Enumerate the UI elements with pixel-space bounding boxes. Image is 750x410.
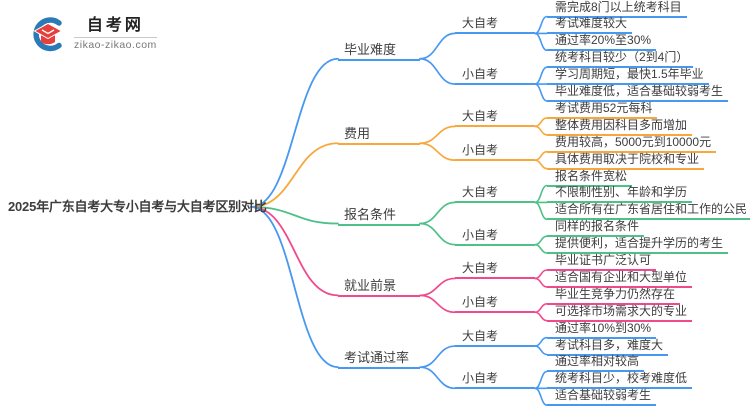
edge xyxy=(534,370,548,390)
edge xyxy=(250,206,339,297)
branch-node: 报名条件 xyxy=(338,207,420,226)
sub-node: 大自考 xyxy=(455,185,535,204)
edge xyxy=(534,277,548,288)
leaf-node: 整体费用因科目多而增加 xyxy=(547,118,693,136)
leaf-node: 提供便利，适合提升学历的考生 xyxy=(547,236,729,255)
edge xyxy=(534,32,548,52)
leaf-node: 学习周期短，最快1.5年毕业 xyxy=(547,67,709,86)
sub-node: 小自考 xyxy=(455,67,535,86)
leaf-node: 考试难度较大 xyxy=(547,16,633,35)
leaf-node: 毕业生竞争力仍然存在 xyxy=(547,287,681,305)
leaf-node: 考试科目多，难度大 xyxy=(547,338,669,356)
edge xyxy=(534,150,548,161)
edge xyxy=(419,277,456,297)
edge xyxy=(250,57,339,208)
leaf-node: 通过率10%到30% xyxy=(547,321,657,339)
edge xyxy=(419,57,456,85)
edge xyxy=(534,243,548,254)
edge xyxy=(250,206,339,225)
leaf-node: 通过率相对较高 xyxy=(547,354,645,373)
sub-node: 小自考 xyxy=(455,295,535,314)
edge xyxy=(534,117,548,128)
sub-node: 大自考 xyxy=(455,329,535,348)
edge xyxy=(534,345,548,356)
edge xyxy=(534,66,548,85)
leaf-node: 毕业证书广泛认可 xyxy=(547,253,657,271)
leaf-node: 可选择市场需求大的专业 xyxy=(547,304,693,322)
leaf-node: 考试费用52元每科 xyxy=(547,101,658,119)
edge xyxy=(419,294,456,314)
leaf-node: 具体费用取决于院校和专业 xyxy=(547,152,705,170)
logo-text: 自考网 zikao-zikao.com xyxy=(74,17,157,51)
site-logo: 自考网 zikao-zikao.com xyxy=(30,16,157,52)
leaf-node: 报名条件宽松 xyxy=(547,169,633,187)
edge xyxy=(534,387,548,406)
graduation-cap-icon xyxy=(33,17,63,52)
edge xyxy=(419,222,456,246)
cap-fold xyxy=(41,29,55,35)
sub-node: 小自考 xyxy=(455,143,535,162)
edge xyxy=(534,235,548,246)
edge xyxy=(419,125,456,145)
edge xyxy=(534,159,548,170)
edge xyxy=(534,184,548,204)
leaf-node: 统考科目少，校考难度低 xyxy=(547,371,693,390)
edge xyxy=(419,142,456,161)
leaf-node: 统考科目较少（2到4门） xyxy=(547,50,694,69)
sub-node: 大自考 xyxy=(455,109,535,128)
edge xyxy=(419,366,456,390)
branch-node: 就业前景 xyxy=(338,278,420,298)
branch-node: 费用 xyxy=(338,126,420,146)
edge xyxy=(534,15,548,35)
edge xyxy=(419,32,456,60)
logo-swoosh xyxy=(33,17,62,52)
leaf-node: 费用较高，5000元到10000元 xyxy=(547,135,717,153)
edge xyxy=(419,201,456,225)
cap-board xyxy=(33,22,63,40)
sub-node: 小自考 xyxy=(455,371,535,390)
leaf-node: 适合国有企业和大型单位 xyxy=(547,270,693,288)
leaf-node: 同样的报名条件 xyxy=(547,219,645,238)
edge xyxy=(419,345,456,369)
leaf-node: 需完成8门以上统考科目 xyxy=(547,0,687,18)
logo-title: 自考网 xyxy=(86,17,144,34)
edge xyxy=(534,303,548,314)
edge xyxy=(250,142,339,208)
leaf-node: 适合所有在广东省居住和工作的公民 xyxy=(547,202,750,221)
edge xyxy=(534,269,548,280)
branch-node: 毕业难度 xyxy=(338,42,420,61)
branch-node: 考试通过率 xyxy=(338,350,420,370)
logo-domain: zikao-zikao.com xyxy=(74,39,157,51)
leaf-node: 适合基础较弱考生 xyxy=(547,388,657,407)
leaf-node: 不限制性别、年龄和学历 xyxy=(547,185,693,204)
edge xyxy=(534,83,548,102)
sub-node: 大自考 xyxy=(455,16,535,35)
leaf-node: 毕业难度低，适合基础较弱考生 xyxy=(547,84,729,102)
edge xyxy=(534,336,548,347)
sub-node: 小自考 xyxy=(455,228,535,246)
edge xyxy=(534,311,548,322)
edge xyxy=(534,201,548,221)
sub-node: 大自考 xyxy=(455,261,535,280)
leaf-node: 通过率20%至30% xyxy=(547,33,657,52)
edge xyxy=(250,206,339,369)
root-node: 2025年广东自考大专小自考与大自考区别对比 xyxy=(8,199,267,214)
edge xyxy=(534,125,548,136)
logo-divider xyxy=(74,37,157,38)
